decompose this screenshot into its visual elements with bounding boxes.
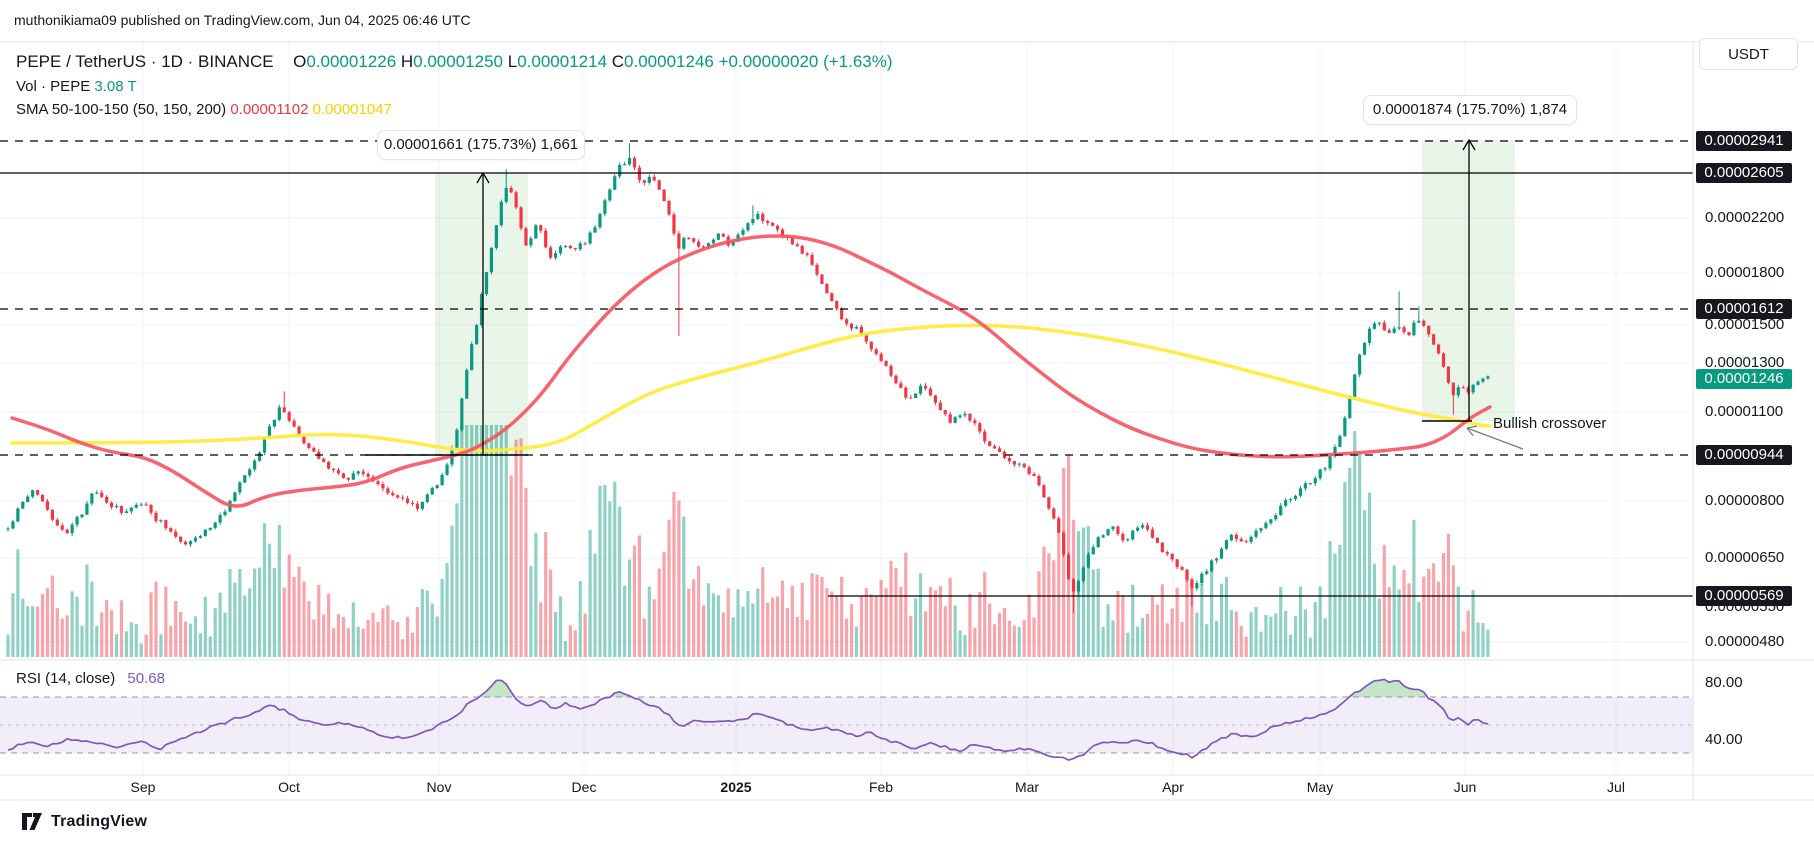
tradingview-logo-icon [22,813,42,830]
volume-value: 3.08 T [94,78,137,95]
time-tick-label: May [1306,779,1334,795]
high-value: 0.00001250 [413,52,503,71]
close-label: C [611,52,625,71]
currency-button[interactable]: USDT [1699,38,1798,70]
time-tick-label: Feb [868,779,894,795]
price-tick-label: 0.00001300 [1705,354,1785,371]
symbol-title: PEPE / TetherUS [16,52,147,71]
bullish-crossover-label[interactable]: Bullish crossover [1493,415,1607,432]
rsi-pane [0,678,1693,761]
change-value: +0.00000020 (+1.63%) [718,52,893,71]
sma-slow-value: 0.00001047 [312,101,392,118]
price-tick-label: 0.00002200 [1705,209,1785,226]
tradingview-logo-text: TradingView [51,812,148,830]
time-tick-label: Jul [1607,779,1625,795]
tradingview-footer[interactable]: TradingView [22,812,147,831]
volume-bars [6,425,1490,657]
level-price-badge: 0.00002941 [1696,131,1792,151]
symbol-meta: · 1D · BINANCE [150,52,274,71]
level-price-badge: 0.00001612 [1696,299,1792,319]
symbol-row[interactable]: PEPE / TetherUS · 1D · BINANCE O0.000012… [16,50,893,74]
level-price-badge: 0.00000569 [1696,586,1792,606]
open-value: 0.00001226 [306,52,397,71]
price-tick-label: 0.00000480 [1705,633,1785,650]
level-price-badge: 0.00002605 [1696,163,1792,183]
pane-borders [0,41,1814,801]
high-label: H [400,52,414,71]
measure-arrows [365,138,1524,456]
volume-label: Vol · PEPE [16,78,91,95]
price-tick-label: 80.00 [1705,674,1743,691]
rsi-label: RSI (14, close) [16,670,116,687]
price-tick-label: 0.00001100 [1705,403,1784,420]
low-value: 0.00001214 [517,52,608,71]
sma-row[interactable]: SMA 50-100-150 (50, 150, 200) 0.00001102… [16,99,893,120]
attribution-text: muthonikiama09 published on TradingView.… [14,12,471,28]
chart-legend: PEPE / TetherUS · 1D · BINANCE O0.000012… [16,50,893,122]
time-tick-label: Oct [278,779,300,795]
time-tick-label: Jun [1453,779,1477,795]
time-tick-label: Sep [130,779,156,795]
price-tick-label: 40.00 [1705,731,1743,748]
price-tick-label: 0.00001800 [1705,264,1785,281]
rsi-value: 50.68 [127,670,165,687]
last-price-badge: 0.00001246 [1696,369,1792,389]
time-tick-label: 2025 [720,779,752,795]
rsi-legend[interactable]: RSI (14, close) 50.68 [16,670,165,687]
price-tick-label: 0.00001500 [1705,316,1785,333]
sma-lines [10,234,1492,508]
measure-bands [435,140,1515,455]
open-label: O [293,52,307,71]
price-tick-label: 0.00000800 [1705,492,1785,509]
level-price-badge: 0.00000944 [1696,445,1792,465]
time-tick-label: Apr [1162,779,1184,795]
time-tick-label: Nov [426,779,452,795]
sma-fast-value: 0.00001102 [230,101,309,118]
left-measure-label[interactable]: 0.00001661 (175.73%) 1,661 [377,130,585,160]
horizontal-levels [0,140,1693,597]
volume-row[interactable]: Vol · PEPE 3.08 T [16,76,893,97]
price-tick-label: 0.00000650 [1705,549,1785,566]
right-measure-label[interactable]: 0.00001874 (175.70%) 1,874 [1363,95,1577,125]
candlesticks [6,143,1490,613]
sma-label: SMA 50-100-150 (50, 150, 200) [16,101,227,118]
time-tick-label: Dec [571,779,597,795]
time-tick-label: Mar [1014,779,1040,795]
low-label: L [507,52,518,71]
close-value: 0.00001246 [624,52,714,71]
